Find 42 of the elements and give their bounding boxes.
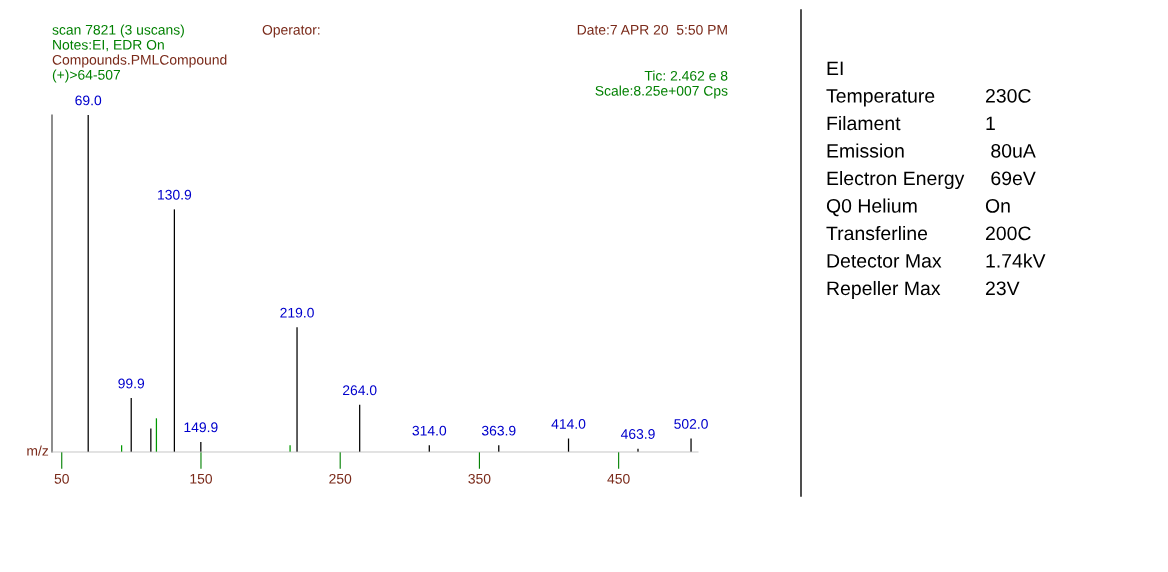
text: 1.74kV — [986, 253, 1046, 268]
annotation: 414.0 — [551, 419, 586, 429]
x-tick-label: 150 — [190, 473, 213, 484]
x-tick-label: 250 — [329, 473, 352, 484]
x-axis-title: m/z — [27, 445, 49, 456]
text: Tic: 2.462 e 8 — [644, 70, 728, 81]
annotation: 130.9 — [158, 189, 192, 200]
text: Detector Max — [827, 254, 942, 268]
text: Transferline — [826, 225, 928, 241]
annotation: 264.0 — [343, 385, 377, 396]
annotation: 149.9 — [184, 422, 218, 433]
text: 1 — [986, 116, 995, 131]
annotation: 314.0 — [412, 425, 447, 436]
annotation: 363.9 — [481, 425, 516, 436]
text: Compounds.PMLCompound — [52, 54, 227, 68]
text: Scale:8.25e+007 Cps — [595, 85, 728, 99]
annotation: 99.9 — [118, 378, 145, 389]
text: On — [985, 198, 1010, 213]
annotation: 502.0 — [674, 419, 708, 429]
text: 80uA — [991, 143, 1036, 158]
annotation: 219.0 — [280, 307, 314, 318]
text: 200C — [985, 226, 1031, 241]
x-tick-label: 350 — [468, 473, 491, 484]
text: (+)>64-507 — [52, 69, 121, 83]
annotation: 463.9 — [620, 429, 655, 439]
text: Operator: — [262, 24, 320, 38]
text: Repeller Max — [827, 280, 941, 300]
text: scan 7821 (3 uscans) — [52, 24, 184, 38]
text: 69eV — [991, 171, 1036, 186]
x-tick-label: 450 — [607, 473, 630, 484]
text: Filament — [827, 115, 901, 131]
text: Temperature — [826, 89, 935, 107]
text: Q0 Helium — [826, 198, 917, 217]
x-tick-label: 50 — [54, 473, 69, 484]
text: Date:7 APR 20 5:50 PM — [577, 24, 727, 35]
text: 23V — [985, 281, 1020, 296]
text: Notes:EI, EDR On — [53, 39, 164, 52]
text: EI — [827, 61, 843, 76]
text: Electron Energy — [827, 170, 965, 190]
text: Emission — [827, 143, 904, 158]
text: 230C — [985, 88, 1031, 103]
annotation: 69.0 — [75, 95, 102, 106]
